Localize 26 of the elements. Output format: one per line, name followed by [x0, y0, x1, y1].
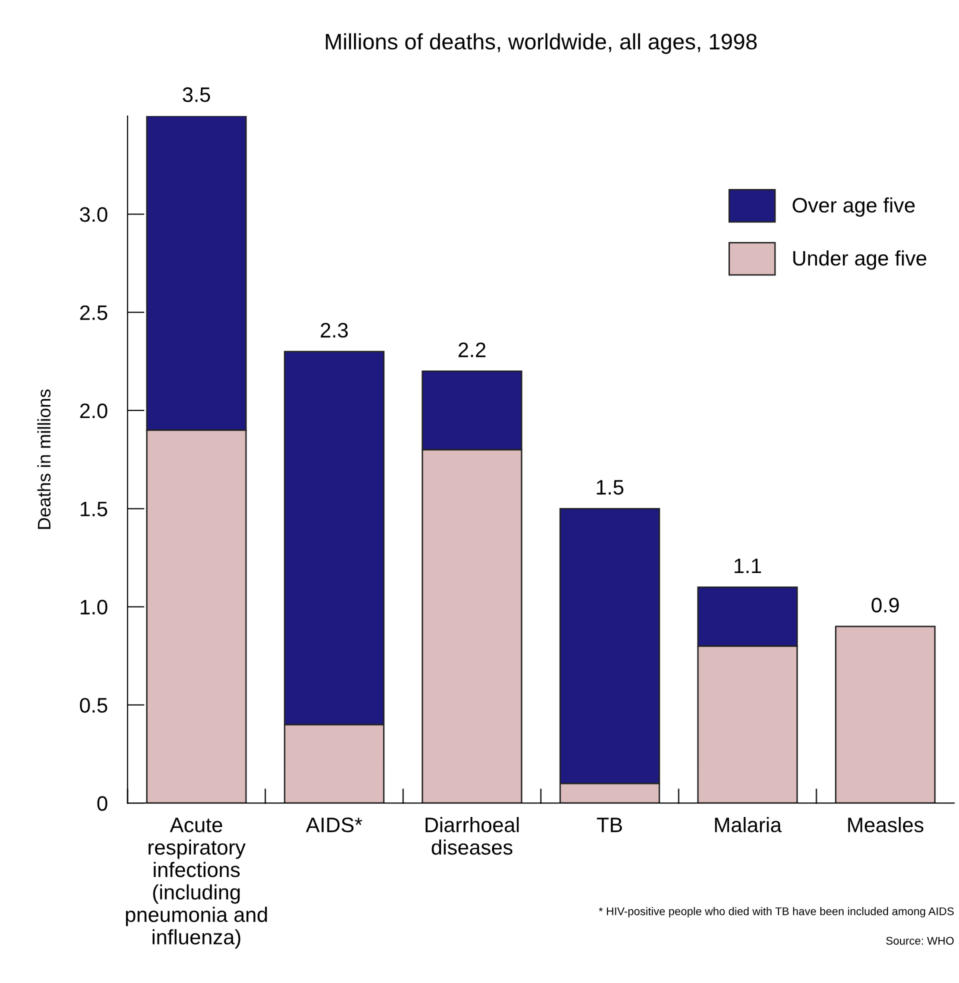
bar: [835, 626, 936, 804]
legend-label: Over age five: [792, 197, 915, 217]
y-axis-title: Deaths in millions: [37, 389, 51, 529]
y-tick-label: 1.0: [80, 600, 108, 615]
x-tick-label: Diarrhoeal diseases: [426, 817, 519, 855]
x-tick-label: TB: [596, 818, 622, 832]
x-tick-label: Acute respiratory infections (including pneumonia and influenza): [126, 818, 267, 949]
chart-title: Millions of deaths, worldwide, all ages, 1998: [326, 33, 757, 54]
source-note: Source: WHO: [886, 936, 954, 945]
y-tick-label: 0.5: [80, 698, 108, 713]
legend-label: Under age five: [793, 250, 926, 270]
total-label: 3.5: [182, 87, 210, 102]
x-tick-label: Malaria: [715, 817, 782, 832]
x-tick-label: Measles: [848, 817, 924, 832]
y-tick-label: 3.0: [80, 207, 108, 222]
y-tick-label: 0: [97, 796, 108, 811]
x-tick-label: AIDS*: [306, 818, 362, 832]
total-label: 1.5: [596, 480, 624, 495]
total-label: 2.2: [458, 342, 486, 358]
text: * HIV-positive people who died with TB have been included among AIDS: [598, 907, 954, 918]
y-tick-label: 2.0: [80, 403, 108, 418]
total-label: 2.3: [320, 322, 348, 338]
y-tick-label: 2.5: [80, 305, 108, 320]
total-label: 0.9: [872, 598, 899, 612]
y-tick-label: 1.5: [80, 502, 108, 516]
total-label: 1.1: [734, 558, 762, 574]
